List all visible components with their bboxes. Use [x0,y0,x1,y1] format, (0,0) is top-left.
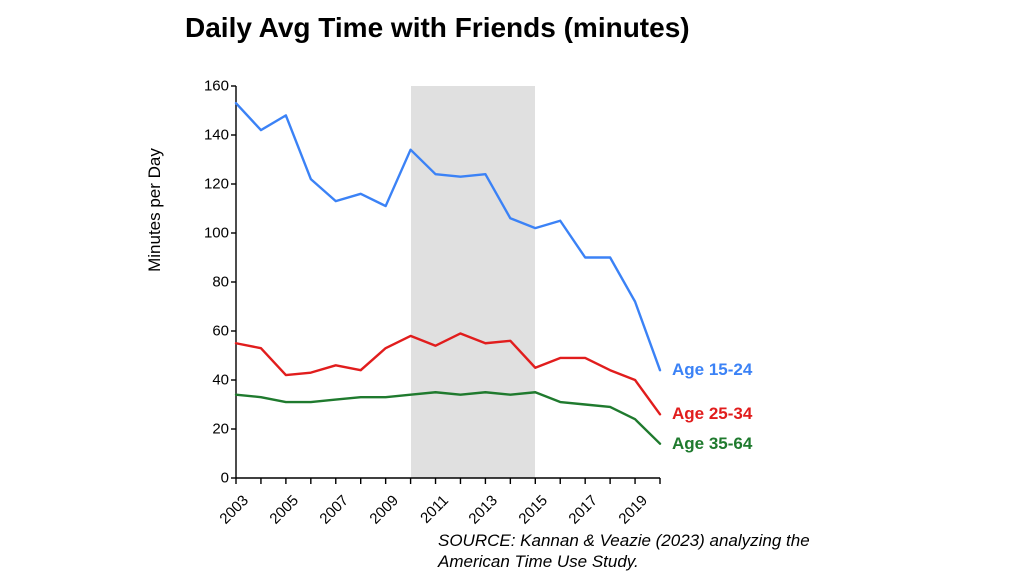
y-tick-label: 0 [221,470,229,487]
series-line-age-15-24 [236,103,660,370]
x-tick-label: 2007 [316,492,352,528]
series-line-age-35-64 [236,392,660,443]
chart-title: Daily Avg Time with Friends (minutes) [185,12,690,44]
series-label-age-35-64: Age 35-64 [672,434,752,454]
y-tick-label: 120 [204,176,229,193]
plot-area [236,86,660,478]
x-tick-label: 2013 [466,492,502,528]
x-tick-label: 2011 [417,492,452,527]
x-tick-label: 2019 [615,492,651,528]
y-tick-label: 80 [212,274,229,291]
chart-svg [236,86,660,478]
source-citation: SOURCE: Kannan & Veazie (2023) analyzing… [438,530,858,573]
y-tick-label: 60 [212,323,229,340]
y-tick-label: 140 [204,127,229,144]
x-tick-label: 2015 [516,492,552,528]
series-label-age-25-34: Age 25-34 [672,404,752,424]
y-tick-label: 40 [212,372,229,389]
x-tick-label: 2005 [266,492,302,528]
series-label-age-15-24: Age 15-24 [672,360,752,380]
y-tick-label: 100 [204,225,229,242]
x-tick-label: 2009 [366,492,402,528]
x-tick-label: 2017 [566,492,602,528]
y-tick-label: 20 [212,421,229,438]
x-tick-label: 2003 [216,492,252,528]
y-tick-label: 160 [204,78,229,95]
y-axis-label: Minutes per Day [145,148,165,272]
